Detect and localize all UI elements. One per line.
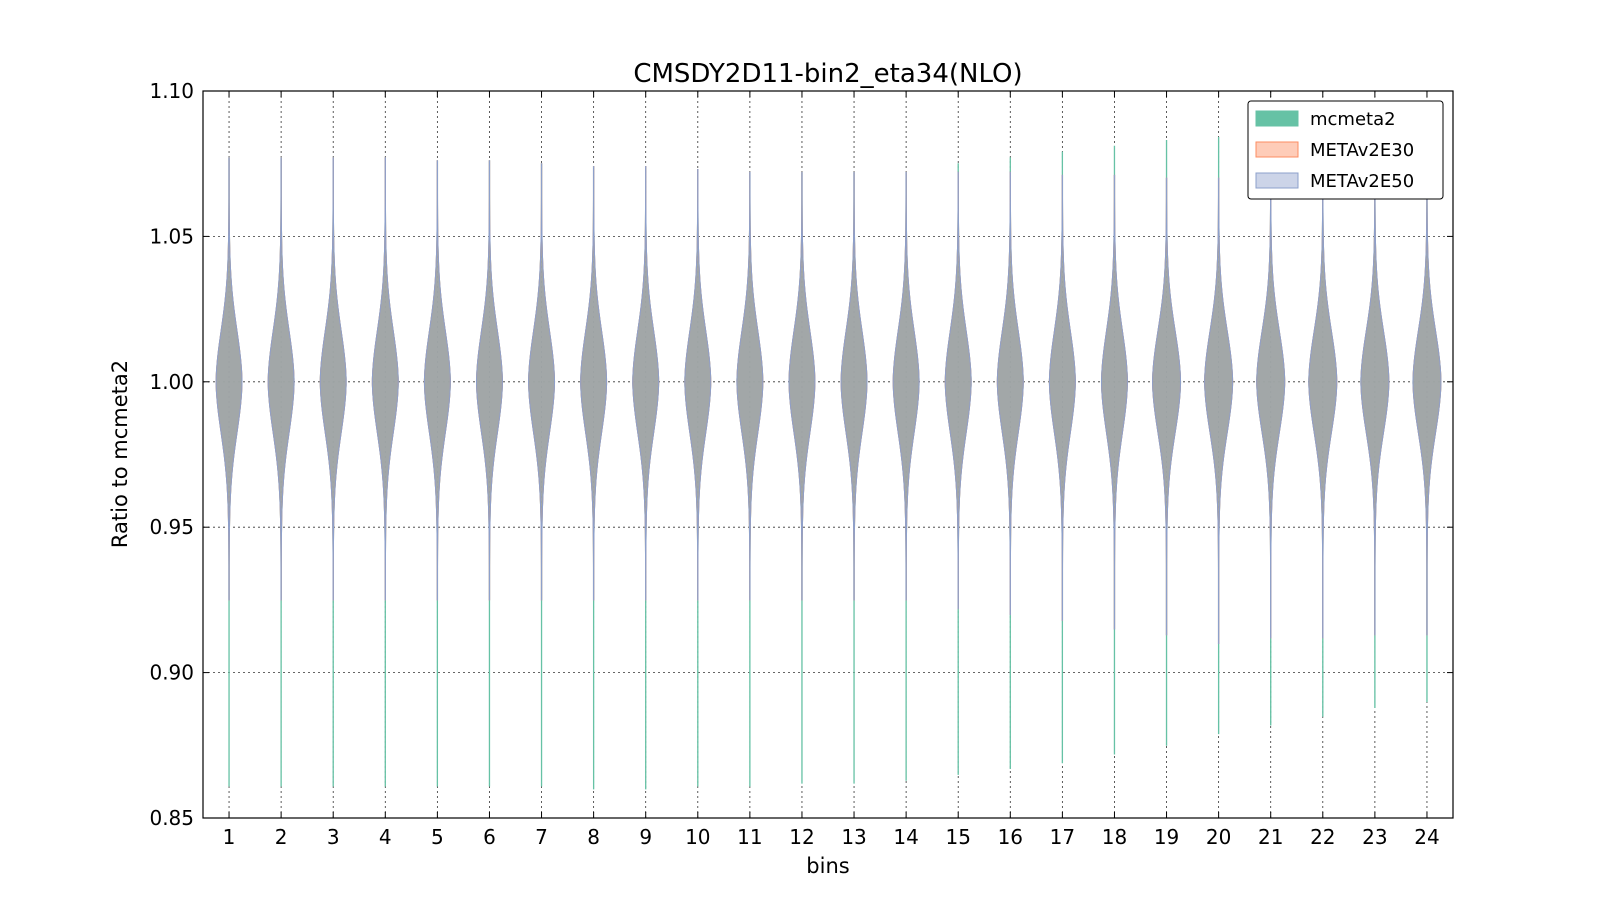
violin-METAv2E50-bin-6: [475, 160, 503, 601]
violin-METAv2E50-bin-5: [423, 160, 451, 601]
violin-METAv2E50-bin-8: [580, 166, 608, 601]
legend-swatch: [1255, 172, 1299, 189]
violin-METAv2E50-bin-12: [788, 171, 816, 601]
series-METAv2E50: [215, 157, 1442, 645]
tick-layer: 1 2 3 4 5 6 7 8 9 10 11 12 13 14 15 16 17 18 19 20 21 22 23 240…: [149, 79, 1453, 849]
violin-layer: [215, 137, 1442, 790]
x-axis-label: bins: [806, 854, 849, 878]
x-tick-label: 17: [1050, 825, 1075, 849]
legend-label: mcmeta2: [1310, 109, 1396, 130]
violin-METAv2E50-bin-9: [632, 166, 660, 601]
violin-METAv2E50-bin-7: [528, 163, 556, 601]
violin-METAv2E50-bin-17: [1048, 174, 1076, 621]
series-METAv2E30: [215, 157, 1442, 645]
y-tick-label: 1.05: [149, 224, 194, 248]
x-tick-label: 10: [685, 825, 710, 849]
x-tick-label: 6: [483, 825, 496, 849]
x-tick-label: 7: [535, 825, 548, 849]
x-tick-label: 2: [275, 825, 288, 849]
y-axis-label: Ratio to mcmeta2: [108, 360, 132, 548]
violin-METAv2E50-bin-20: [1204, 177, 1234, 645]
violin-METAv2E50-bin-19: [1152, 177, 1182, 636]
violin-METAv2E50-bin-11: [736, 171, 764, 601]
legend-label: METAv2E30: [1310, 140, 1414, 161]
x-tick-label: 16: [998, 825, 1023, 849]
violin-METAv2E50-bin-3: [319, 157, 347, 601]
x-tick-label: 5: [431, 825, 444, 849]
x-tick-label: 11: [737, 825, 762, 849]
violin-METAv2E50-bin-15: [944, 171, 972, 610]
x-tick-label: 13: [841, 825, 866, 849]
y-tick-label: 1.10: [149, 79, 194, 103]
violin-METAv2E50-bin-2: [267, 157, 295, 601]
x-tick-label: 24: [1414, 825, 1439, 849]
chart-title: CMSDY2D11-bin2_eta34(NLO): [633, 59, 1022, 89]
violin-METAv2E50-bin-22: [1308, 177, 1338, 639]
violin-METAv2E50-bin-4: [371, 157, 399, 601]
legend-swatch: [1255, 141, 1299, 158]
plot-frame: [202, 90, 1454, 819]
violin-METAv2E50-bin-10: [684, 169, 712, 601]
y-tick-label: 0.85: [149, 806, 194, 830]
series-mcmeta2: [215, 137, 1442, 790]
x-tick-label: 21: [1258, 825, 1283, 849]
legend: mcmeta2 METAv2E30 METAv2E50: [1247, 100, 1444, 200]
violin-METAv2E50-bin-24: [1412, 177, 1442, 636]
violin-METAv2E50-bin-16: [996, 171, 1024, 615]
violin-METAv2E50-bin-23: [1360, 177, 1390, 636]
violin-METAv2E50-bin-1: [215, 157, 243, 601]
x-tick-label: 12: [789, 825, 814, 849]
y-tick-label: 1.00: [149, 370, 194, 394]
x-tick-label: 23: [1362, 825, 1387, 849]
x-tick-label: 22: [1310, 825, 1335, 849]
violin-METAv2E50-bin-13: [840, 171, 868, 601]
x-tick-label: 19: [1154, 825, 1179, 849]
x-tick-label: 1: [223, 825, 236, 849]
x-tick-label: 15: [945, 825, 970, 849]
violin-METAv2E50-bin-18: [1100, 174, 1128, 630]
x-tick-label: 9: [639, 825, 652, 849]
legend-label: METAv2E50: [1310, 171, 1414, 192]
x-tick-label: 20: [1206, 825, 1231, 849]
x-tick-label: 8: [587, 825, 600, 849]
x-tick-label: 18: [1102, 825, 1127, 849]
x-tick-label: 3: [327, 825, 340, 849]
violin-METAv2E50-bin-21: [1256, 177, 1286, 639]
y-tick-label: 0.95: [149, 515, 194, 539]
legend-swatch: [1255, 110, 1299, 127]
x-tick-label: 4: [379, 825, 392, 849]
violin-METAv2E50-bin-14: [892, 171, 920, 601]
x-tick-label: 14: [893, 825, 918, 849]
y-tick-label: 0.90: [149, 661, 194, 685]
